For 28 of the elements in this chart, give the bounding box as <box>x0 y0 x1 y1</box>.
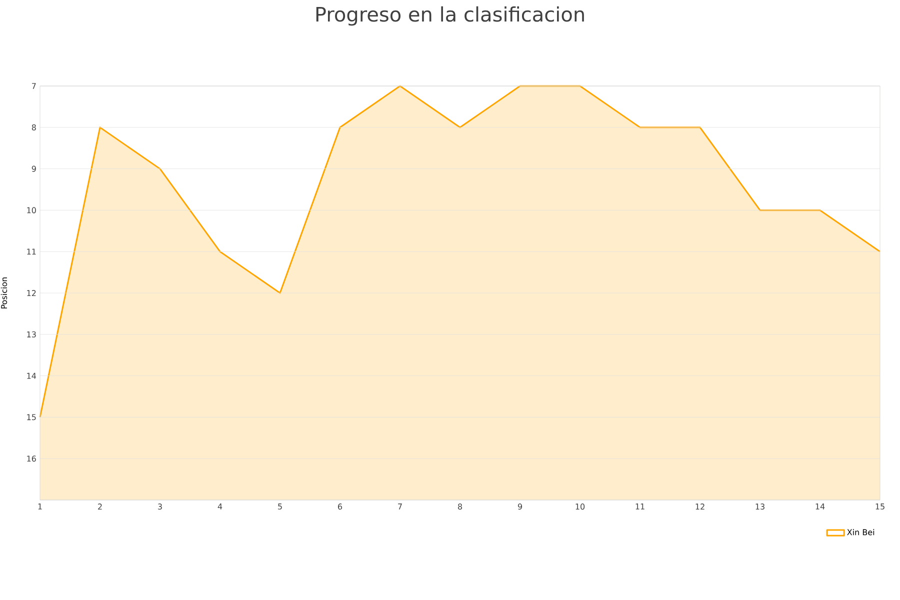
y-tick-label: 11 <box>27 248 36 255</box>
y-tick-label: 10 <box>27 207 36 214</box>
y-tick-label: 14 <box>27 372 36 379</box>
y-tick-label: 13 <box>27 331 36 338</box>
x-tick-label: 8 <box>458 504 462 510</box>
y-tick-label: 16 <box>27 456 36 462</box>
x-tick-label: 14 <box>816 504 825 510</box>
x-tick-label: 6 <box>338 504 342 510</box>
x-tick-label: 12 <box>696 504 704 510</box>
x-tick-label: 5 <box>278 504 282 510</box>
x-tick-label: 3 <box>158 504 162 510</box>
y-tick-label: 12 <box>27 290 36 296</box>
x-tick-label: 10 <box>576 504 585 510</box>
x-tick-label: 1 <box>38 504 42 510</box>
y-tick-label: 15 <box>27 414 36 420</box>
x-tick-label: 4 <box>218 504 222 510</box>
x-tick-label: 13 <box>756 504 764 510</box>
y-tick-label: 8 <box>32 124 36 130</box>
y-tick-label: 7 <box>32 83 36 89</box>
x-tick-label: 2 <box>98 504 102 510</box>
chart-title: Progreso en la clasificacion <box>316 6 584 26</box>
legend-label: Xin Bei <box>847 529 874 536</box>
x-tick-label: 9 <box>518 504 522 510</box>
x-tick-label: 15 <box>876 504 884 510</box>
y-tick-label: 9 <box>32 166 36 172</box>
y-axis-title: Posicion <box>0 277 8 308</box>
x-tick-label: 7 <box>398 504 402 510</box>
x-tick-label: 11 <box>636 504 644 510</box>
